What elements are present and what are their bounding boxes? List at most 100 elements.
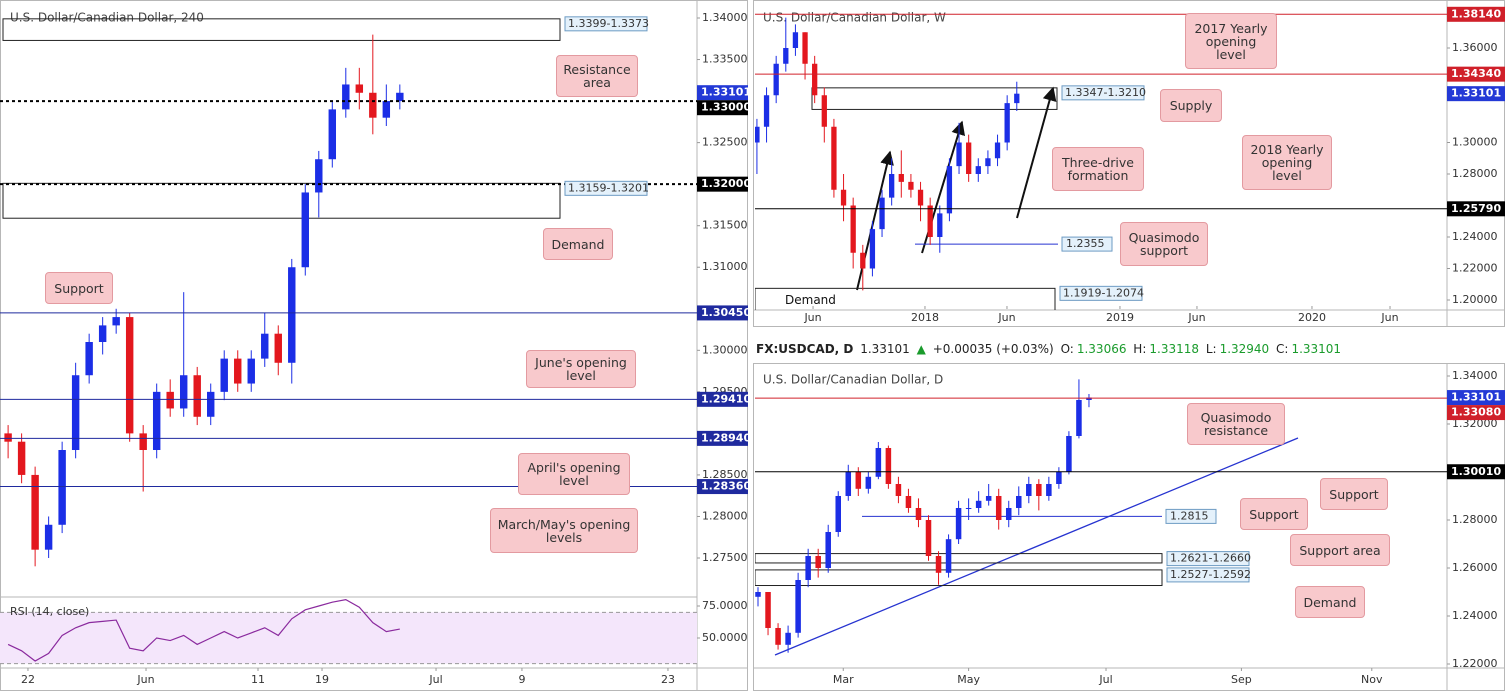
zone-note: Demand [785, 293, 836, 307]
level-label: 1.33080 [1451, 406, 1501, 419]
candle-body [840, 189, 847, 206]
candle-body [821, 95, 827, 127]
y-tick-label: 1.28500 [702, 468, 748, 481]
candle-body [315, 159, 323, 193]
candle-body [4, 433, 12, 442]
callout: March/May's opening levels [490, 508, 638, 553]
rsi-line [7, 598, 400, 662]
candle-body [965, 507, 972, 509]
level-label-box [1447, 66, 1505, 82]
level-label-box [697, 100, 748, 116]
level-label-box [697, 479, 748, 495]
ohlc-value: 1.33101 [1291, 342, 1342, 356]
candle-body [946, 166, 953, 214]
chart-title: U.S. Dollar/Canadian Dollar, D [763, 373, 943, 387]
trendline [774, 437, 1299, 656]
ohlc-label: O: [1060, 342, 1074, 356]
candle-body [274, 333, 282, 363]
level-label: 1.32000 [701, 177, 751, 190]
zone-label-box [1059, 285, 1143, 301]
candle-body [985, 158, 991, 167]
zone-label: 1.2527-1.2592 [1170, 568, 1251, 581]
callout: Supply [1160, 89, 1222, 122]
y-tick-label: 1.24000 [1452, 230, 1498, 243]
candle-body [955, 507, 962, 540]
candle-body [1016, 495, 1022, 508]
ohlc-label: H: [1133, 342, 1147, 356]
level-label-box [1447, 6, 1505, 22]
marked-label: 1.2355 [1066, 237, 1105, 250]
candle-body [792, 32, 799, 49]
zone [755, 553, 1163, 564]
candle-body [879, 197, 885, 230]
candle-body [301, 192, 309, 268]
zone [755, 569, 1163, 587]
candle-body [815, 555, 821, 568]
candle-body [1086, 397, 1092, 400]
zone-label: 1.3399-1.3373 [568, 17, 649, 30]
candle-body [369, 92, 377, 118]
plot [755, 379, 1447, 653]
callout: Quasimodo support [1120, 222, 1208, 266]
level-label: 1.34340 [1451, 67, 1501, 80]
symbol-header: FX:USDCAD, D 1.33101 ▲ +0.00035 (+0.03%)… [756, 342, 1344, 356]
callout: Quasimodo resistance [1187, 403, 1285, 445]
candle-body [193, 375, 201, 417]
y-tick-label: 1.34000 [702, 11, 748, 24]
candle-body [975, 500, 982, 508]
candle-body [925, 519, 932, 556]
candle-body [905, 495, 912, 508]
level-label: 1.28360 [701, 480, 751, 493]
ohlc-value: 1.32940 [1219, 342, 1270, 356]
candle-body [1004, 103, 1010, 143]
x-tick-label: Nov [1361, 673, 1383, 686]
candle-body [31, 474, 39, 550]
zone-label: 1.2621-1.2660 [1170, 552, 1251, 565]
candle-body [773, 63, 779, 96]
level-label-box [697, 85, 748, 101]
candle-body [889, 174, 895, 198]
panel [753, 363, 1505, 691]
candle-body [898, 174, 904, 182]
candle-body [975, 166, 981, 175]
zone-label-box [1061, 85, 1145, 101]
level-label: 1.33101 [1451, 87, 1501, 100]
change: +0.00035 (+0.03%) [932, 342, 1054, 356]
candle-body [825, 531, 831, 568]
candle-body [755, 126, 760, 143]
candle-body [755, 591, 761, 597]
candle-body [812, 63, 818, 96]
callout: June's opening level [526, 350, 636, 388]
candle-body [234, 358, 242, 384]
callout: April's opening level [518, 453, 630, 495]
candle-body [44, 524, 53, 550]
y-tick-label: 1.28000 [1452, 513, 1498, 526]
candle-body [995, 495, 1002, 520]
level-label: 1.29410 [701, 392, 751, 405]
candle-body [831, 126, 837, 190]
rsi-band [0, 612, 697, 664]
x-tick-label: Jul [1098, 673, 1112, 686]
candle-body [765, 591, 771, 628]
callout: Support [1240, 498, 1308, 530]
candle-body [869, 229, 876, 269]
zone [2, 182, 561, 219]
candle-body [1005, 507, 1012, 520]
ohlc-label: L: [1205, 342, 1217, 356]
candle-body [1056, 471, 1062, 484]
x-tick-label: 19 [315, 673, 329, 686]
zone [2, 18, 561, 41]
level-label-box [697, 430, 748, 446]
y-tick-label: 1.30000 [1452, 136, 1498, 149]
callout: Support [1320, 478, 1388, 510]
chart-title: U.S. Dollar/Canadian Dollar, 240 [10, 11, 204, 25]
y-tick-label: 1.34000 [1452, 369, 1498, 382]
candle-body [288, 267, 296, 363]
candle-body [261, 333, 269, 359]
candle-body [937, 213, 943, 238]
candle-body [917, 189, 924, 206]
zone-label: 1.3159-1.3201 [568, 181, 649, 194]
y-tick-label: 1.32000 [1452, 417, 1498, 430]
x-tick-label: Sep [1231, 673, 1252, 686]
x-tick-label: 23 [661, 673, 675, 686]
